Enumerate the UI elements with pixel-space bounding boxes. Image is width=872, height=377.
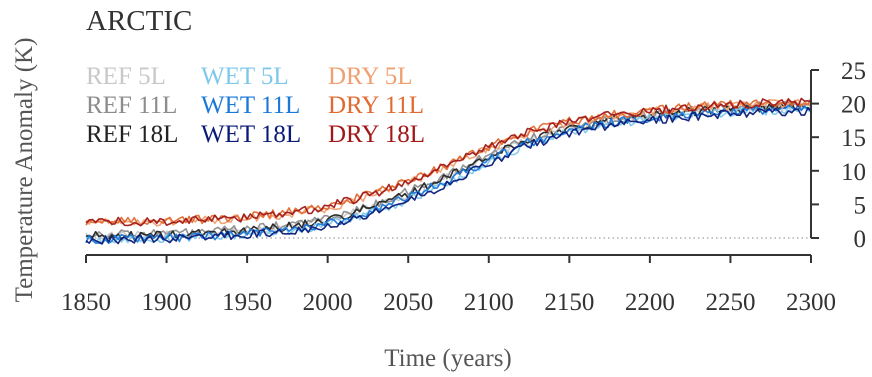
- x-tick-label: 1950: [222, 289, 272, 316]
- legend-entry-wet-5l: WET 5L: [201, 63, 289, 90]
- x-tick-label: 2300: [786, 289, 836, 316]
- x-axis: 1850 1900 1950 2000 2050 2100 2150 2200 2250 2300: [61, 254, 836, 316]
- x-tick-label: 2150: [544, 289, 594, 316]
- y-tick-label: 5: [854, 192, 867, 219]
- chart-title: ARCTIC: [86, 5, 192, 37]
- legend-entry-dry-11l: DRY 11L: [328, 92, 424, 119]
- series-line-dry-11l: [85, 97, 812, 226]
- legend-entry-wet-11l: WET 11L: [201, 92, 300, 119]
- legend-entry-ref-11l: REF 11L: [86, 92, 177, 119]
- x-tick-label: 2100: [464, 289, 514, 316]
- series-line-dry-18l: [85, 97, 812, 227]
- x-tick-label: 2050: [383, 289, 433, 316]
- x-tick-label: 1850: [61, 289, 111, 316]
- y-tick-label: 20: [841, 92, 866, 119]
- x-tick-label: 2250: [705, 289, 755, 316]
- legend-entry-dry-5l: DRY 5L: [328, 63, 413, 90]
- x-tick-label: 2200: [625, 289, 675, 316]
- x-tick-label: 1900: [142, 289, 192, 316]
- y-axis-label: Temperature Anomaly (K): [11, 38, 38, 303]
- legend-entry-ref-18l: REF 18L: [86, 121, 178, 148]
- x-tick-label: 2000: [303, 289, 353, 316]
- series-line-ref-18l: [85, 102, 812, 241]
- legend-entry-wet-18l: WET 18L: [201, 121, 301, 148]
- series-lines: [85, 97, 812, 245]
- x-axis-label: Time (years): [384, 345, 512, 372]
- series-line-wet-18l: [85, 107, 812, 245]
- y-tick-label: 25: [841, 58, 866, 85]
- y-tick-label: 0: [854, 226, 867, 253]
- y-axis: 0 5 10 15 20 25: [810, 58, 867, 253]
- y-tick-label: 15: [841, 125, 866, 152]
- series-line-dry-5l: [85, 98, 812, 227]
- legend-entry-ref-5l: REF 5L: [86, 63, 166, 90]
- y-tick-label: 10: [841, 159, 866, 186]
- legend-entry-dry-18l: DRY 18L: [328, 121, 425, 148]
